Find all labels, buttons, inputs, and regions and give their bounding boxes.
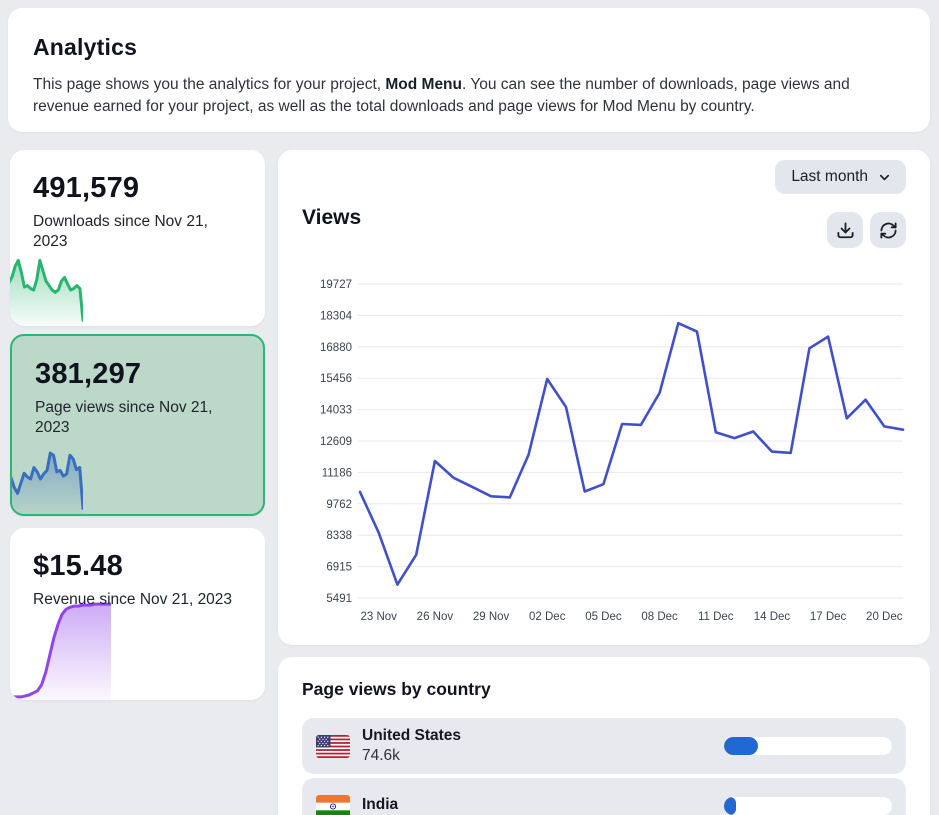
page-views-value: 381,297	[35, 358, 142, 390]
stat-card-page-views[interactable]: 381,297 Page views since Nov 21, 2023	[10, 334, 265, 516]
country-row-united-states: United States 74.6k	[302, 718, 906, 774]
description-text-after: . You can see the number of downloads, p…	[33, 76, 850, 115]
download-icon	[836, 221, 854, 238]
country-row-india: India	[302, 778, 906, 815]
chevron-down-icon	[879, 174, 890, 180]
refresh-button[interactable]	[870, 212, 906, 248]
country-card: Page views by country	[278, 657, 930, 815]
svg-text:26 Nov: 26 Nov	[417, 611, 454, 623]
views-chart-title: Views	[302, 206, 362, 229]
header-card: Analytics This page shows you the analyt…	[8, 8, 930, 132]
country-progress-fill	[724, 737, 758, 755]
svg-text:19727: 19727	[320, 279, 352, 291]
project-name: Mod Menu	[385, 76, 462, 93]
svg-text:20 Dec: 20 Dec	[866, 611, 903, 623]
downloads-label: Downloads since Nov 21, 2023	[33, 213, 208, 250]
country-progress-fill	[724, 797, 736, 815]
svg-text:15456: 15456	[320, 373, 352, 385]
svg-text:16880: 16880	[320, 342, 352, 354]
revenue-label: Revenue since Nov 21, 2023	[33, 591, 233, 608]
refresh-icon	[879, 221, 897, 239]
date-range-label: Last month	[791, 168, 868, 185]
revenue-sparkline	[10, 599, 111, 700]
svg-text:08 Dec: 08 Dec	[641, 611, 678, 623]
svg-text:23 Nov: 23 Nov	[361, 611, 398, 623]
downloads-sparkline	[10, 253, 83, 326]
india-flag-icon	[316, 794, 350, 815]
downloads-value: 491,579	[33, 172, 140, 204]
country-progress-bar	[724, 797, 892, 815]
svg-text:18304: 18304	[320, 310, 353, 322]
svg-text:11 Dec: 11 Dec	[698, 611, 734, 623]
svg-text:11186: 11186	[322, 467, 352, 479]
country-panel-title: Page views by country	[302, 679, 491, 699]
country-name: United States	[362, 727, 462, 744]
svg-text:14033: 14033	[320, 405, 352, 417]
revenue-value: $15.48	[33, 550, 123, 582]
views-line-chart: 19727 18304 16880 15456 14033 12609 11186 9762 8…	[320, 279, 905, 623]
country-name: India	[362, 796, 399, 813]
stat-card-downloads[interactable]: 491,579 Downloads since Nov 21, 2023	[10, 150, 265, 326]
page-description: This page shows you the analytics for yo…	[33, 74, 905, 118]
stat-card-revenue[interactable]: $15.48 Revenue since Nov 21, 2023	[10, 528, 265, 700]
views-chart-card: Last month Views 19727 18304 16880 15456 140…	[278, 150, 930, 645]
svg-text:12609: 12609	[320, 436, 352, 448]
page-title: Analytics	[33, 34, 138, 60]
date-range-selector[interactable]: Last month	[775, 160, 906, 194]
svg-text:14 Dec: 14 Dec	[754, 611, 791, 623]
description-text: This page shows you the analytics for yo…	[33, 76, 386, 93]
country-page-views-count: 74.6k	[362, 747, 400, 764]
country-progress-bar	[724, 737, 892, 755]
country-rows: United States 74.6k	[302, 718, 906, 815]
svg-text:9762: 9762	[326, 499, 352, 511]
svg-text:5491: 5491	[326, 593, 352, 605]
svg-text:8338: 8338	[326, 530, 352, 542]
page-views-label: Page views since Nov 21, 2023	[35, 399, 213, 436]
svg-text:29 Nov: 29 Nov	[473, 611, 510, 623]
page-views-sparkline	[12, 443, 83, 514]
svg-text:6915: 6915	[326, 562, 352, 574]
us-flag-icon	[316, 734, 350, 758]
svg-text:02 Dec: 02 Dec	[529, 611, 566, 623]
svg-text:17 Dec: 17 Dec	[810, 611, 847, 623]
export-button[interactable]	[827, 212, 863, 248]
svg-text:05 Dec: 05 Dec	[585, 611, 622, 623]
